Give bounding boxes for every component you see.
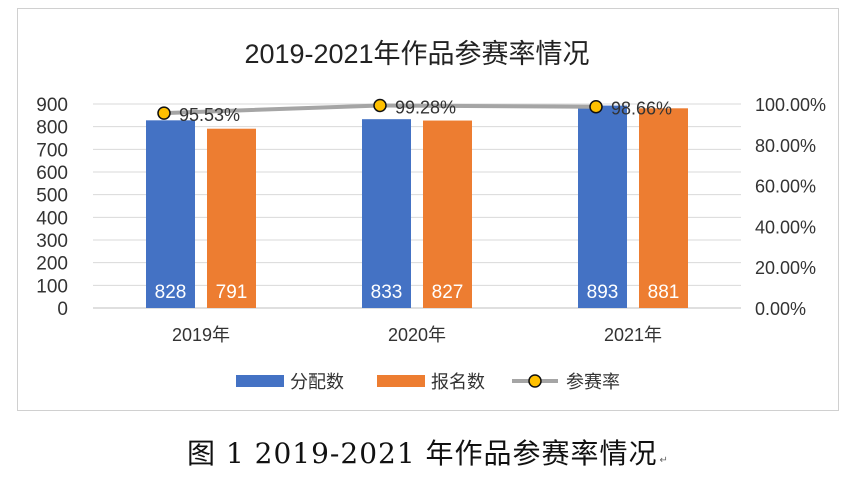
- y-left-tick-label: 100: [36, 276, 68, 297]
- caption-text: 图 1 2019-2021 年作品参赛率情况: [187, 437, 658, 470]
- y-left-tick-label: 600: [36, 163, 68, 184]
- chart-title: 2019-2021年作品参赛率情况: [244, 39, 589, 69]
- bar-value-label: 828: [155, 282, 187, 303]
- y-left-tick-label: 900: [36, 95, 68, 116]
- y-left-tick-label: 700: [36, 140, 68, 161]
- y-left-tick-label: 0: [57, 299, 68, 320]
- line-marker: [589, 99, 603, 114]
- line-marker: [157, 106, 171, 120]
- legend-label: 报名数: [431, 372, 485, 392]
- y-right-tick-label: 80.00%: [755, 136, 816, 156]
- y-right-tick-label: 40.00%: [755, 217, 816, 237]
- x-tick-label: 2021年: [604, 325, 662, 345]
- legend-marker-icon: [528, 374, 542, 388]
- line-value-label: 99.28%: [395, 97, 456, 117]
- y-left-tick-label: 300: [36, 231, 68, 252]
- bar-分配数: [362, 119, 411, 308]
- bar-分配数: [578, 105, 627, 308]
- figure-caption: 图 1 2019-2021 年作品参赛率情况 ↵: [0, 432, 856, 472]
- y-left-tick-label: 200: [36, 254, 68, 275]
- bar-value-label: 791: [216, 282, 248, 303]
- x-tick-label: 2020年: [388, 325, 446, 345]
- paragraph-mark-icon: ↵: [659, 455, 669, 466]
- bar-value-label: 881: [648, 282, 680, 303]
- bar-报名数: [207, 128, 256, 308]
- line-value-label: 95.53%: [179, 105, 240, 125]
- line-marker: [373, 98, 387, 113]
- y-left-tick-label: 800: [36, 118, 68, 139]
- bar-value-label: 827: [432, 282, 464, 303]
- legend-label: 分配数: [290, 372, 344, 392]
- chart-frame: 2019-2021年作品参赛率情况 0 100 200 300 400 500 600 700 8…: [17, 8, 839, 411]
- y-left-tick-label: 500: [36, 186, 68, 207]
- y-left-tick-label: 400: [36, 208, 68, 229]
- legend-swatch-分配数: [236, 375, 284, 387]
- bar-报名数: [639, 108, 688, 308]
- y-right-tick-label: 0.00%: [755, 299, 806, 319]
- legend-label: 参赛率: [566, 372, 620, 392]
- bar-分配数: [146, 120, 195, 308]
- y-right-tick-label: 60.00%: [755, 177, 816, 197]
- combo-chart: 2019-2021年作品参赛率情况01002003004005006007008…: [36, 39, 826, 392]
- y-right-tick-label: 100.00%: [755, 95, 826, 115]
- bar-value-label: 833: [371, 282, 403, 303]
- y-right-tick-label: 20.00%: [755, 258, 816, 278]
- bar-value-label: 893: [587, 282, 619, 303]
- bar-报名数: [423, 120, 472, 309]
- line-value-label: 98.66%: [611, 99, 672, 119]
- x-tick-label: 2019年: [172, 325, 230, 345]
- legend-swatch-报名数: [377, 375, 425, 387]
